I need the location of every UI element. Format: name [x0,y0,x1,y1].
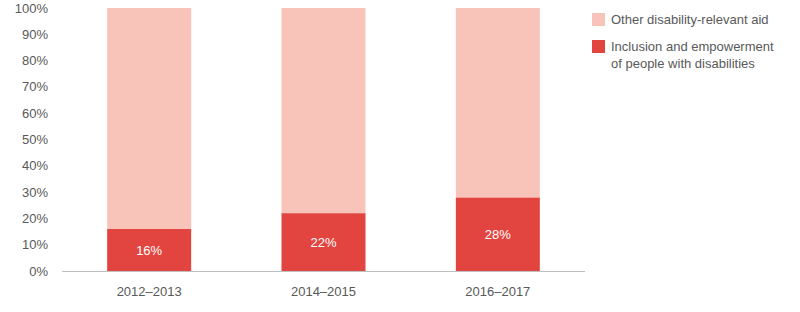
x-axis-line [62,271,585,272]
data-labels: 16% 22% 28% [136,227,511,258]
y-tick-label: 40% [22,158,48,173]
legend-swatch [592,40,605,53]
y-tick-label: 20% [22,211,48,226]
y-tick-label: 70% [22,79,48,94]
legend: Other disability-relevant aid Inclusion a… [592,11,792,82]
y-tick-label: 30% [22,185,48,200]
data-label: 22% [310,235,336,250]
y-tick-label: 10% [22,237,48,252]
legend-item: Inclusion and empowerment of people with… [592,38,792,72]
x-tick-label: 2012–2013 [117,284,182,299]
y-tick-label: 50% [22,132,48,147]
bar [107,8,191,229]
x-tick-label: 2014–2015 [291,284,356,299]
bar [282,213,366,271]
bar [282,8,366,213]
y-tick-label: 80% [22,53,48,68]
bar [456,8,540,197]
y-tick-label: 0% [29,264,48,279]
data-label: 16% [136,243,162,258]
legend-swatch [592,13,605,26]
y-tick-label: 90% [22,27,48,42]
bar [107,229,191,271]
legend-label: Other disability-relevant aid [611,11,781,28]
legend-item: Other disability-relevant aid [592,11,792,28]
y-tick-label: 60% [22,106,48,121]
y-tick-label: 100% [15,1,49,16]
data-label: 28% [485,227,511,242]
legend-label: Inclusion and empowerment of people with… [611,38,781,72]
bars [107,8,540,271]
x-tick-label: 2016–2017 [465,284,530,299]
bar [456,197,540,271]
